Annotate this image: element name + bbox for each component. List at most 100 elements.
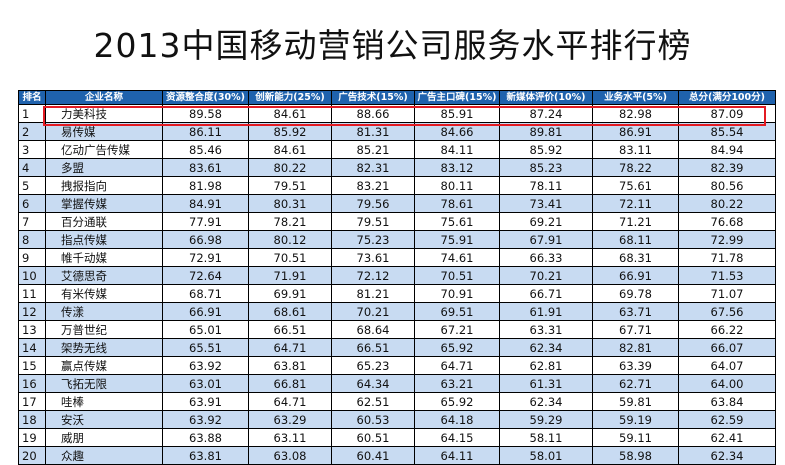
company-name-cell: 赢点传媒 bbox=[45, 356, 163, 375]
innovation-score-cell: 85.92 bbox=[248, 122, 332, 141]
new-media-score-cell: 61.91 bbox=[499, 302, 593, 321]
new-media-score-cell: 87.24 bbox=[499, 104, 593, 123]
ad-tech-score-cell: 73.61 bbox=[331, 248, 415, 267]
innovation-score-cell: 78.21 bbox=[248, 212, 332, 231]
reputation-score-cell: 78.61 bbox=[414, 194, 500, 213]
business-score-cell: 59.11 bbox=[592, 428, 679, 447]
header-resource: 资源整合度(30%) bbox=[162, 90, 249, 105]
business-score-cell: 63.39 bbox=[592, 356, 679, 375]
innovation-score-cell: 80.12 bbox=[248, 230, 332, 249]
resource-score-cell: 83.61 bbox=[162, 158, 249, 177]
table-row: 15 赢点传媒 63.92 63.81 65.23 64.71 62.81 63.39 64.0… bbox=[18, 356, 776, 375]
total-score-cell: 71.07 bbox=[678, 284, 776, 303]
ad-tech-score-cell: 68.64 bbox=[331, 320, 415, 339]
total-score-cell: 85.54 bbox=[678, 122, 776, 141]
ad-tech-score-cell: 65.23 bbox=[331, 356, 415, 375]
business-score-cell: 72.11 bbox=[592, 194, 679, 213]
rank-cell: 17 bbox=[18, 392, 46, 411]
total-score-cell: 82.39 bbox=[678, 158, 776, 177]
innovation-score-cell: 79.51 bbox=[248, 176, 332, 195]
innovation-score-cell: 71.91 bbox=[248, 266, 332, 285]
total-score-cell: 87.09 bbox=[678, 104, 776, 123]
new-media-score-cell: 58.11 bbox=[499, 428, 593, 447]
reputation-score-cell: 64.18 bbox=[414, 410, 500, 429]
company-name-cell: 万普世纪 bbox=[45, 320, 163, 339]
ad-tech-score-cell: 62.51 bbox=[331, 392, 415, 411]
business-score-cell: 68.31 bbox=[592, 248, 679, 267]
new-media-score-cell: 62.34 bbox=[499, 392, 593, 411]
rank-cell: 15 bbox=[18, 356, 46, 375]
rank-cell: 13 bbox=[18, 320, 46, 339]
business-score-cell: 59.81 bbox=[592, 392, 679, 411]
ad-tech-score-cell: 60.53 bbox=[331, 410, 415, 429]
innovation-score-cell: 68.61 bbox=[248, 302, 332, 321]
reputation-score-cell: 64.71 bbox=[414, 356, 500, 375]
company-name-cell: 力美科技 bbox=[45, 104, 163, 123]
reputation-score-cell: 74.61 bbox=[414, 248, 500, 267]
company-name-cell: 有米传媒 bbox=[45, 284, 163, 303]
innovation-score-cell: 70.51 bbox=[248, 248, 332, 267]
total-score-cell: 71.53 bbox=[678, 266, 776, 285]
ad-tech-score-cell: 60.51 bbox=[331, 428, 415, 447]
ad-tech-score-cell: 75.23 bbox=[331, 230, 415, 249]
total-score-cell: 80.56 bbox=[678, 176, 776, 195]
resource-score-cell: 63.92 bbox=[162, 356, 249, 375]
reputation-score-cell: 85.91 bbox=[414, 104, 500, 123]
rank-cell: 1 bbox=[18, 104, 46, 123]
resource-score-cell: 89.58 bbox=[162, 104, 249, 123]
resource-score-cell: 63.91 bbox=[162, 392, 249, 411]
rank-cell: 18 bbox=[18, 410, 46, 429]
table-row: 19 威朋 63.88 63.11 60.51 64.15 58.11 59.11 62.41 bbox=[18, 428, 776, 447]
new-media-score-cell: 67.91 bbox=[499, 230, 593, 249]
business-score-cell: 83.11 bbox=[592, 140, 679, 159]
new-media-score-cell: 78.11 bbox=[499, 176, 593, 195]
resource-score-cell: 65.51 bbox=[162, 338, 249, 357]
rank-cell: 19 bbox=[18, 428, 46, 447]
header-total: 总分(满分100分) bbox=[678, 90, 776, 105]
rank-cell: 7 bbox=[18, 212, 46, 231]
table-row: 11 有米传媒 68.71 69.91 81.21 70.91 66.71 69.78 71.0… bbox=[18, 284, 776, 303]
ranking-table: 排名 企业名称 资源整合度(30%) 创新能力(25%) 广告技术(15%) 广… bbox=[18, 90, 776, 465]
table-row: 14 架势无线 65.51 64.71 66.51 65.92 62.34 82.81 66.0… bbox=[18, 338, 776, 357]
business-score-cell: 62.71 bbox=[592, 374, 679, 393]
business-score-cell: 75.61 bbox=[592, 176, 679, 195]
resource-score-cell: 77.91 bbox=[162, 212, 249, 231]
new-media-score-cell: 70.21 bbox=[499, 266, 593, 285]
ad-tech-score-cell: 72.12 bbox=[331, 266, 415, 285]
resource-score-cell: 63.81 bbox=[162, 446, 249, 465]
resource-score-cell: 68.71 bbox=[162, 284, 249, 303]
innovation-score-cell: 80.22 bbox=[248, 158, 332, 177]
total-score-cell: 67.56 bbox=[678, 302, 776, 321]
resource-score-cell: 63.88 bbox=[162, 428, 249, 447]
innovation-score-cell: 84.61 bbox=[248, 140, 332, 159]
innovation-score-cell: 63.81 bbox=[248, 356, 332, 375]
innovation-score-cell: 69.91 bbox=[248, 284, 332, 303]
business-score-cell: 71.21 bbox=[592, 212, 679, 231]
reputation-score-cell: 70.91 bbox=[414, 284, 500, 303]
business-score-cell: 78.22 bbox=[592, 158, 679, 177]
reputation-score-cell: 75.61 bbox=[414, 212, 500, 231]
innovation-score-cell: 64.71 bbox=[248, 392, 332, 411]
company-name-cell: 易传媒 bbox=[45, 122, 163, 141]
company-name-cell: 威朋 bbox=[45, 428, 163, 447]
innovation-score-cell: 64.71 bbox=[248, 338, 332, 357]
table-row: 13 万普世纪 65.01 66.51 68.64 67.21 63.31 67.71 66.2… bbox=[18, 320, 776, 339]
resource-score-cell: 81.98 bbox=[162, 176, 249, 195]
table-row: 9 帷千动媒 72.91 70.51 73.61 74.61 66.33 68.31 71.78 bbox=[18, 248, 776, 267]
company-name-cell: 拽报指向 bbox=[45, 176, 163, 195]
reputation-score-cell: 83.12 bbox=[414, 158, 500, 177]
table-row: 3 亿动广告传媒 85.46 84.61 85.21 84.11 85.92 83.11 84.… bbox=[18, 140, 776, 159]
ad-tech-score-cell: 79.51 bbox=[331, 212, 415, 231]
table-row: 2 易传媒 86.11 85.92 81.31 84.66 89.81 86.91 85.54 bbox=[18, 122, 776, 141]
table-header-row: 排名 企业名称 资源整合度(30%) 创新能力(25%) 广告技术(15%) 广… bbox=[18, 90, 776, 105]
company-name-cell: 指点传媒 bbox=[45, 230, 163, 249]
reputation-score-cell: 67.21 bbox=[414, 320, 500, 339]
new-media-score-cell: 73.41 bbox=[499, 194, 593, 213]
resource-score-cell: 86.11 bbox=[162, 122, 249, 141]
ad-tech-score-cell: 64.34 bbox=[331, 374, 415, 393]
header-ad-tech: 广告技术(15%) bbox=[331, 90, 415, 105]
total-score-cell: 71.78 bbox=[678, 248, 776, 267]
business-score-cell: 82.98 bbox=[592, 104, 679, 123]
business-score-cell: 86.91 bbox=[592, 122, 679, 141]
innovation-score-cell: 66.51 bbox=[248, 320, 332, 339]
